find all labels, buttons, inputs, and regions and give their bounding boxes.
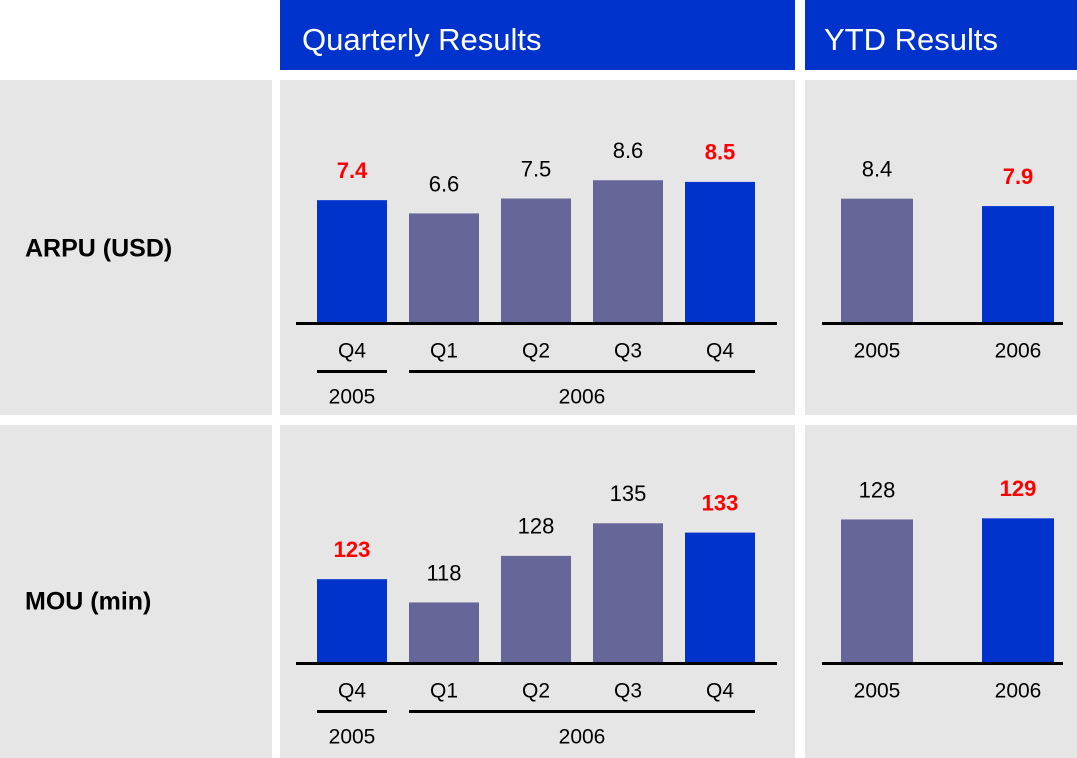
x-tick-label: Q3 bbox=[614, 680, 642, 703]
bar bbox=[317, 579, 387, 663]
bar bbox=[501, 198, 571, 323]
row-label: ARPU (USD) bbox=[25, 235, 172, 263]
x-tick-label: Q2 bbox=[522, 340, 550, 363]
group-label: 2006 bbox=[559, 386, 606, 409]
value-label: 118 bbox=[426, 560, 461, 585]
baseline bbox=[822, 322, 1063, 325]
x-tick-label: Q4 bbox=[338, 340, 366, 363]
x-tick-label: 2006 bbox=[995, 680, 1042, 703]
value-label: 8.5 bbox=[705, 140, 736, 165]
baseline bbox=[822, 662, 1063, 665]
bar bbox=[501, 555, 571, 663]
x-tick-label: 2005 bbox=[854, 340, 901, 363]
value-label: 128 bbox=[859, 477, 896, 502]
header-box bbox=[805, 0, 1077, 70]
value-label: 123 bbox=[334, 537, 371, 562]
x-tick-label: Q4 bbox=[706, 680, 734, 703]
x-tick-label: Q4 bbox=[338, 680, 366, 703]
bar bbox=[317, 200, 387, 323]
value-label: 7.4 bbox=[337, 158, 368, 183]
bar bbox=[685, 532, 755, 663]
x-tick-label: Q1 bbox=[430, 680, 458, 703]
group-underline bbox=[317, 710, 387, 713]
bar bbox=[841, 519, 913, 663]
value-label: 7.5 bbox=[521, 156, 552, 181]
panel bbox=[0, 425, 272, 758]
panel bbox=[0, 80, 272, 415]
bar bbox=[685, 181, 755, 323]
value-label: 128 bbox=[518, 514, 555, 539]
bar bbox=[841, 198, 913, 323]
value-label: 8.6 bbox=[613, 138, 644, 163]
row-label: MOU (min) bbox=[25, 588, 151, 616]
value-label: 133 bbox=[702, 490, 739, 515]
bar bbox=[982, 518, 1054, 663]
bar bbox=[409, 602, 479, 663]
group-underline bbox=[409, 710, 755, 713]
bar bbox=[593, 180, 663, 323]
x-tick-label: 2005 bbox=[854, 680, 901, 703]
baseline bbox=[296, 322, 777, 325]
value-label: 129 bbox=[1000, 476, 1037, 501]
group-label: 2005 bbox=[329, 386, 376, 409]
x-tick-label: Q4 bbox=[706, 340, 734, 363]
bar bbox=[409, 213, 479, 323]
x-tick-label: Q1 bbox=[430, 340, 458, 363]
bar bbox=[593, 523, 663, 663]
bar bbox=[982, 206, 1054, 323]
group-underline bbox=[317, 370, 387, 373]
x-tick-label: Q3 bbox=[614, 340, 642, 363]
value-label: 7.9 bbox=[1003, 164, 1034, 189]
group-label: 2006 bbox=[559, 726, 606, 749]
column-header: YTD Results bbox=[824, 22, 998, 57]
value-label: 6.6 bbox=[429, 171, 460, 196]
group-underline bbox=[409, 370, 755, 373]
column-header: Quarterly Results bbox=[302, 22, 541, 57]
header-box bbox=[280, 0, 795, 70]
value-label: 135 bbox=[610, 481, 647, 506]
x-tick-label: Q2 bbox=[522, 680, 550, 703]
baseline bbox=[296, 662, 777, 665]
group-label: 2005 bbox=[329, 726, 376, 749]
value-label: 8.4 bbox=[862, 156, 893, 181]
x-tick-label: 2006 bbox=[995, 340, 1042, 363]
